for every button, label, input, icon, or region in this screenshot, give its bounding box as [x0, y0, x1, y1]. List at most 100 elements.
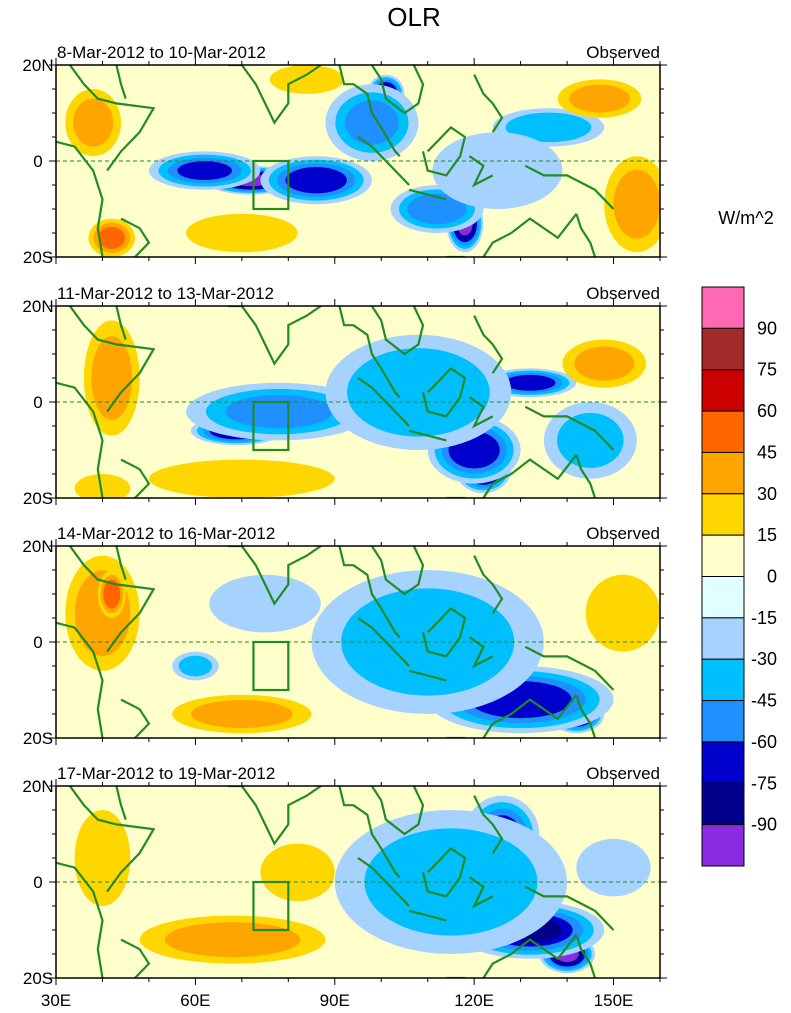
- coastline: [120, 458, 151, 498]
- anomaly-contour: [103, 579, 121, 609]
- coastlines: [56, 306, 615, 498]
- coastline: [357, 617, 410, 667]
- colorbar-swatch: [701, 327, 745, 371]
- anomaly-cell: [325, 84, 419, 161]
- anomaly-contour: [186, 213, 298, 253]
- coastline: [473, 555, 504, 614]
- coastline: [56, 621, 104, 738]
- anomaly-cell: [585, 574, 660, 652]
- colorbar-label: 75: [757, 360, 777, 380]
- colorbar-swatch: [701, 369, 745, 412]
- lat-label: 20N: [22, 777, 53, 796]
- colorbar-swatch: [701, 286, 745, 329]
- coastline: [69, 786, 156, 893]
- colorbar-label: 15: [757, 525, 777, 545]
- region-box: [252, 880, 290, 932]
- anomaly-cell: [186, 213, 298, 253]
- panel-label: Observed: [586, 43, 660, 62]
- anomaly-contour: [504, 374, 556, 391]
- anomaly-contour: [73, 98, 114, 147]
- colorbar-swatch: [701, 658, 745, 702]
- lon-label: 120E: [454, 991, 494, 1010]
- anomaly-contour: [345, 100, 399, 145]
- coastline: [482, 213, 578, 257]
- anomaly-cell: [543, 402, 637, 479]
- anomaly-contour: [585, 574, 660, 652]
- lat-label: 0: [33, 633, 42, 652]
- lat-label: 20N: [22, 297, 53, 316]
- anomaly-cell: [172, 651, 219, 681]
- panels: 20N 0 20S 8-Mar-2012 to 10-Mar-2012 Observed…: [22, 43, 667, 988]
- colorbar-label: -90: [751, 815, 777, 835]
- lon-label: 150E: [594, 991, 634, 1010]
- coastline: [408, 909, 447, 922]
- colorbar-label: 0: [767, 567, 777, 587]
- coastline: [473, 795, 504, 854]
- coastlines: [56, 786, 615, 978]
- colorbar-swatch: [701, 451, 745, 495]
- region-box: [252, 400, 290, 452]
- lat-label: 0: [33, 393, 42, 412]
- anomaly-contour: [407, 193, 467, 225]
- colorbar: 90 75 60 45 30 15 0 -15 -30 -45 -60 -75 -90: [701, 286, 777, 867]
- panel-3: 20N 0 20S 14-Mar-2012 to 16-Mar-2012 Observe…: [22, 524, 667, 748]
- anomaly-cell: [74, 810, 131, 906]
- anomaly-cell: [562, 339, 647, 388]
- coastline: [370, 65, 425, 115]
- anomaly-cell: [260, 843, 335, 902]
- colorbar-label: 45: [757, 442, 777, 462]
- anomaly-contour: [574, 346, 635, 381]
- anomaly-contour: [569, 84, 631, 113]
- anomaly-cell: [74, 474, 131, 498]
- coastline: [408, 188, 447, 201]
- anomaly-contour: [225, 395, 333, 429]
- colorbar-label: 90: [757, 318, 777, 338]
- coastline: [482, 454, 578, 498]
- region-box: [252, 159, 290, 211]
- panel-2: 20N 0 20S 11-Mar-2012 to 13-Mar-2012 Observe…: [22, 284, 667, 508]
- colorbar-label: -45: [751, 691, 777, 711]
- anomaly-contour: [347, 348, 490, 437]
- anomaly-contour: [576, 838, 651, 897]
- colorbar-swatch: [701, 576, 745, 619]
- coastline: [56, 381, 104, 498]
- anomaly-cell: [97, 570, 126, 618]
- colorbar-label: -75: [751, 773, 777, 793]
- colorbar-swatch: [701, 493, 745, 536]
- anomaly-contour: [98, 226, 126, 249]
- colorbar-swatch: [701, 824, 745, 867]
- anomaly-contour: [91, 336, 133, 420]
- figure-title: OLR: [387, 2, 440, 32]
- anomaly-cell: [65, 555, 140, 671]
- coastlines: [56, 546, 615, 738]
- coastline: [115, 786, 127, 820]
- coastline: [56, 861, 104, 978]
- anomaly-cell: [148, 459, 335, 498]
- anomaly-contour: [209, 574, 321, 633]
- colorbar-label: -30: [751, 649, 777, 669]
- coastline: [338, 786, 401, 878]
- anomaly-cell: [209, 574, 321, 633]
- coastline: [408, 669, 447, 682]
- colorbar-label: -15: [751, 608, 777, 628]
- anomaly-contour: [505, 112, 592, 143]
- lat-label: 20S: [23, 489, 53, 508]
- coastline: [370, 786, 425, 836]
- coastline: [575, 694, 597, 738]
- coastline: [482, 694, 578, 738]
- coastline: [482, 934, 578, 978]
- anomaly-contour: [260, 843, 335, 902]
- lat-label: 20S: [23, 248, 53, 267]
- colorbar-swatch: [701, 782, 745, 826]
- coastline: [473, 315, 504, 374]
- coastline: [421, 125, 467, 177]
- colorbar-swatch: [701, 741, 745, 784]
- panel-1: 20N 0 20S 8-Mar-2012 to 10-Mar-2012 Observed: [22, 43, 667, 267]
- colorbar-label: -60: [751, 732, 777, 752]
- coastline: [227, 65, 322, 125]
- lat-label: 0: [33, 152, 42, 171]
- anomaly-contour: [177, 161, 232, 181]
- anomaly-cell: [260, 156, 372, 205]
- coastline: [524, 645, 615, 691]
